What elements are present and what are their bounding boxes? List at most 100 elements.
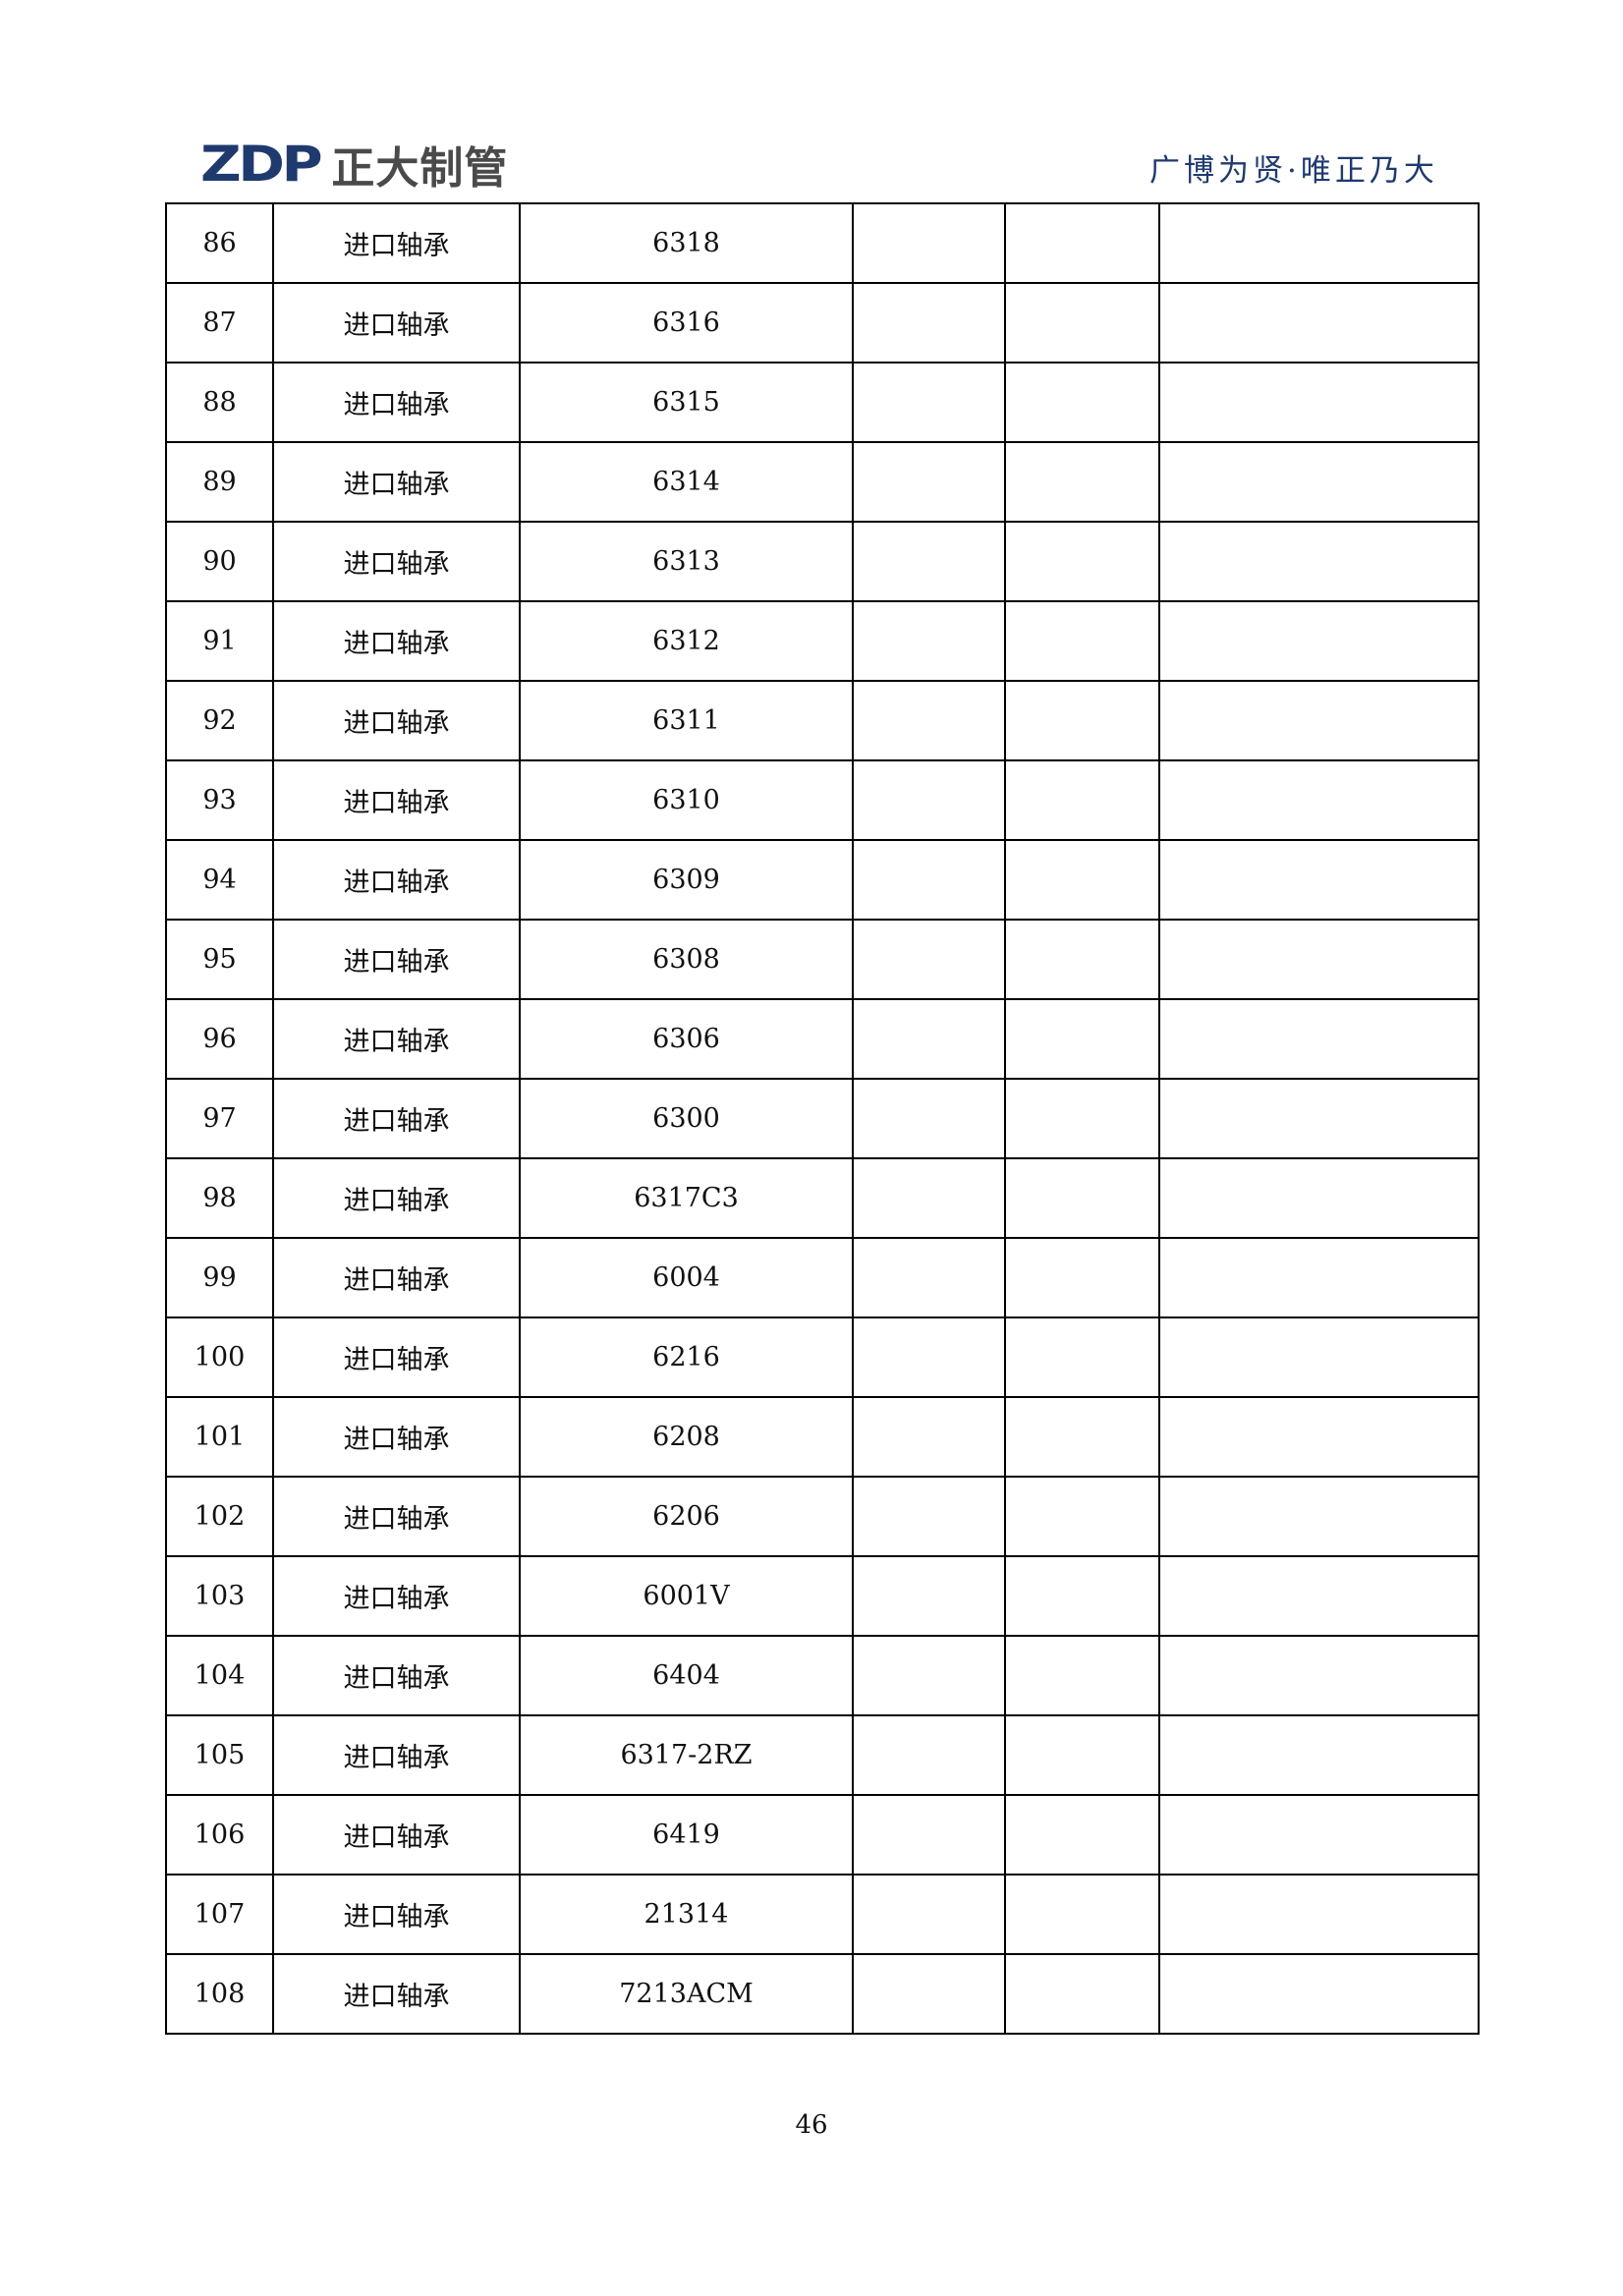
row-number: 91 (165, 600, 274, 682)
row-number: 88 (165, 362, 274, 443)
empty-cell (852, 998, 1006, 1080)
empty-cell (1158, 998, 1480, 1080)
empty-cell (1004, 998, 1160, 1080)
table-row: 94 进口轴承 6309 (165, 839, 1480, 921)
table-row: 99 进口轴承 6004 (165, 1237, 1480, 1318)
item-name: 进口轴承 (272, 1714, 521, 1796)
empty-cell (1158, 1396, 1480, 1478)
empty-cell (1158, 680, 1480, 761)
item-name: 进口轴承 (272, 1874, 521, 1955)
empty-cell (1158, 1635, 1480, 1716)
empty-cell (1158, 839, 1480, 921)
empty-cell (852, 202, 1006, 284)
table-row: 108 进口轴承 7213ACM (165, 1953, 1480, 2035)
row-number: 105 (165, 1714, 274, 1796)
item-name: 进口轴承 (272, 362, 521, 443)
table-row: 91 进口轴承 6312 (165, 600, 1480, 682)
table-row: 86 进口轴承 6318 (165, 202, 1480, 284)
empty-cell (852, 1396, 1006, 1478)
row-number: 89 (165, 441, 274, 523)
empty-cell (1004, 1794, 1160, 1876)
item-name: 进口轴承 (272, 202, 521, 284)
table-row: 103 进口轴承 6001V (165, 1555, 1480, 1637)
empty-cell (852, 919, 1006, 1000)
row-number: 90 (165, 521, 274, 602)
item-name: 进口轴承 (272, 521, 521, 602)
company-tagline: 广博为贤·唯正乃大 (1149, 153, 1438, 189)
table-row: 95 进口轴承 6308 (165, 919, 1480, 1000)
row-number: 86 (165, 202, 274, 284)
item-name: 进口轴承 (272, 1635, 521, 1716)
page-number: 46 (795, 2110, 828, 2140)
empty-cell (852, 1953, 1006, 2035)
table-row: 107 进口轴承 21314 (165, 1874, 1480, 1955)
model-number: 6317-2RZ (519, 1714, 854, 1796)
model-number: 6317C3 (519, 1157, 854, 1239)
model-number: 6001V (519, 1555, 854, 1637)
empty-cell (852, 282, 1006, 364)
empty-cell (852, 1078, 1006, 1159)
bearing-table: 86 进口轴承 6318 87 进口轴承 6316 88 进口轴承 6315 89 进口轴承 6314… (165, 202, 1480, 2035)
empty-cell (1158, 1476, 1480, 1557)
table-row: 102 进口轴承 6206 (165, 1476, 1480, 1557)
empty-cell (852, 1794, 1006, 1876)
row-number: 99 (165, 1237, 274, 1318)
empty-cell (1158, 441, 1480, 523)
empty-cell (852, 1714, 1006, 1796)
empty-cell (1158, 1237, 1480, 1318)
item-name: 进口轴承 (272, 919, 521, 1000)
row-number: 104 (165, 1635, 274, 1716)
table-row: 97 进口轴承 6300 (165, 1078, 1480, 1159)
item-name: 进口轴承 (272, 1794, 521, 1876)
table-row: 87 进口轴承 6316 (165, 282, 1480, 364)
empty-cell (1004, 1316, 1160, 1398)
empty-cell (852, 1157, 1006, 1239)
empty-cell (1004, 1714, 1160, 1796)
empty-cell (852, 1555, 1006, 1637)
empty-cell (1004, 1396, 1160, 1478)
item-name: 进口轴承 (272, 759, 521, 841)
empty-cell (1158, 362, 1480, 443)
row-number: 96 (165, 998, 274, 1080)
empty-cell (1004, 919, 1160, 1000)
empty-cell (1004, 1078, 1160, 1159)
model-number: 6309 (519, 839, 854, 921)
item-name: 进口轴承 (272, 1316, 521, 1398)
empty-cell (1158, 202, 1480, 284)
model-number: 6315 (519, 362, 854, 443)
empty-cell (1004, 1635, 1160, 1716)
model-number: 6314 (519, 441, 854, 523)
model-number: 6313 (519, 521, 854, 602)
empty-cell (1004, 759, 1160, 841)
row-number: 103 (165, 1555, 274, 1637)
item-name: 进口轴承 (272, 600, 521, 682)
empty-cell (1004, 1555, 1160, 1637)
empty-cell (1158, 1078, 1480, 1159)
model-number: 6004 (519, 1237, 854, 1318)
row-number: 98 (165, 1157, 274, 1239)
empty-cell (1004, 1953, 1160, 2035)
empty-cell (852, 441, 1006, 523)
model-number: 6318 (519, 202, 854, 284)
table-row: 101 进口轴承 6208 (165, 1396, 1480, 1478)
empty-cell (1004, 600, 1160, 682)
empty-cell (852, 600, 1006, 682)
empty-cell (852, 839, 1006, 921)
empty-cell (852, 1316, 1006, 1398)
model-number: 6310 (519, 759, 854, 841)
logo-text: 正大制管 (331, 143, 509, 194)
table-row: 92 进口轴承 6311 (165, 680, 1480, 761)
table-row: 88 进口轴承 6315 (165, 362, 1480, 443)
empty-cell (1158, 1953, 1480, 2035)
item-name: 进口轴承 (272, 998, 521, 1080)
model-number: 21314 (519, 1874, 854, 1955)
empty-cell (1004, 282, 1160, 364)
empty-cell (1158, 1157, 1480, 1239)
model-number: 6300 (519, 1078, 854, 1159)
empty-cell (1158, 1874, 1480, 1955)
item-name: 进口轴承 (272, 1237, 521, 1318)
item-name: 进口轴承 (272, 441, 521, 523)
empty-cell (1004, 202, 1160, 284)
item-name: 进口轴承 (272, 1396, 521, 1478)
model-number: 6216 (519, 1316, 854, 1398)
